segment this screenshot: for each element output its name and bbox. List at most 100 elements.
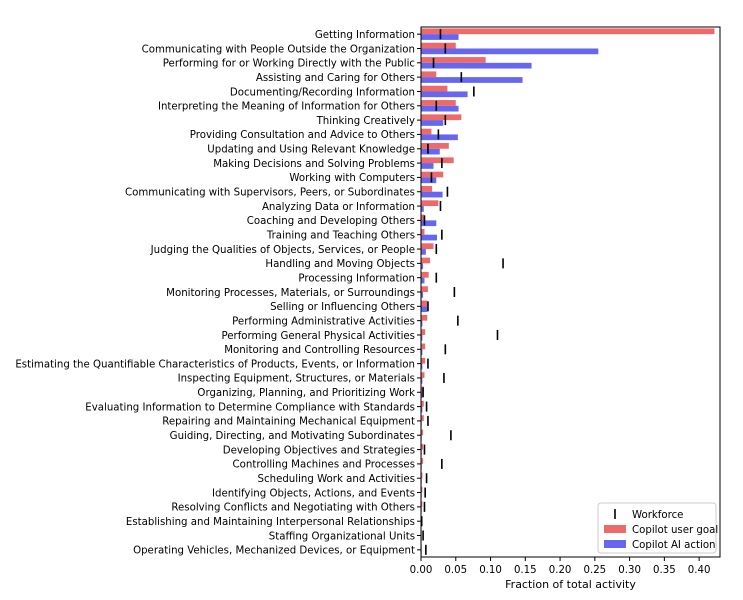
bar-user-goal (421, 429, 424, 436)
x-tick-label: 0.05 (444, 565, 467, 576)
y-tick-label: Developing Objectives and Strategies (223, 445, 415, 456)
y-tick-label: Training and Teaching Others (266, 231, 415, 242)
y-tick-label: Judging the Qualities of Objects, Servic… (150, 245, 415, 256)
y-tick-label: Organizing, Planning, and Prioritizing W… (197, 388, 415, 399)
y-tick-label: Scheduling Work and Activities (258, 474, 415, 485)
bar-user-goal (421, 343, 426, 350)
workforce-markers-group (420, 29, 504, 555)
y-tick-label: Operating Vehicles, Mechanized Devices, … (133, 546, 415, 557)
x-tick-label: 0.20 (549, 565, 572, 576)
bar-ai-action (421, 277, 425, 284)
bar-ai-action (421, 62, 532, 69)
plot-frame (420, 26, 721, 558)
bar-user-goal (421, 443, 424, 450)
bar-ai-action (421, 406, 423, 413)
bar-user-goal (421, 200, 439, 207)
bar-user-goal (421, 472, 423, 479)
bar-ai-action (421, 220, 437, 227)
bar-user-goal (421, 114, 462, 121)
bar-user-goal (421, 300, 428, 307)
bar-user-goal (421, 100, 456, 106)
y-tick-label: Working with Computers (289, 173, 415, 184)
y-tick-label: Documenting/Recording Information (230, 87, 415, 98)
y-tick-label: Inspecting Equipment, Structures, or Mat… (178, 374, 415, 385)
x-tick-label: 0.40 (688, 565, 711, 576)
bar-ai-action (421, 392, 423, 398)
bar-ai-action (421, 91, 468, 98)
bar-user-goal (421, 228, 425, 235)
x-axis-label: Fraction of total activity (505, 578, 636, 591)
y-tick-label: Performing Administrative Activities (232, 316, 415, 327)
bar-ai-action (421, 292, 424, 298)
bar-user-goal (421, 143, 449, 149)
x-tick-label: 0.35 (653, 565, 676, 576)
bars-group (421, 28, 715, 556)
bar-ai-action (421, 191, 443, 198)
bar-ai-action (421, 249, 426, 255)
x-tick-label: 0.10 (479, 565, 502, 576)
y-tick-label: Establishing and Maintaining Interperson… (126, 517, 415, 528)
bar-ai-action (421, 234, 437, 241)
y-tick-label: Monitoring and Controlling Resources (224, 345, 415, 356)
y-tick-label: Updating and Using Relevant Knowledge (207, 145, 415, 156)
y-tick-label: Providing Consultation and Advice to Oth… (190, 130, 415, 141)
bar-ai-action (421, 134, 458, 141)
bar-ai-action (421, 48, 599, 55)
y-tick-label: Evaluating Information to Determine Comp… (85, 402, 415, 413)
y-tick-label: Communicating with People Outside the Or… (142, 44, 415, 55)
y-tick-label: Coaching and Developing Others (247, 216, 415, 227)
y-tick-label: Processing Information (298, 273, 415, 284)
legend-swatch (604, 540, 626, 548)
bar-ai-action (421, 77, 523, 83)
y-tick-label: Handling and Moving Objects (265, 259, 415, 270)
bar-user-goal (421, 57, 486, 63)
y-tick-label: Controlling Machines and Processes (233, 460, 415, 471)
bar-user-goal (421, 71, 437, 78)
bar-ai-action (421, 105, 459, 112)
bar-user-goal (421, 257, 431, 264)
bar-user-goal (421, 214, 425, 221)
bar-ai-action (421, 363, 423, 370)
bar-user-goal (421, 415, 424, 421)
bar-user-goal (421, 458, 424, 464)
x-tick-label: 0.25 (583, 565, 606, 576)
y-tick-label: Resolving Conflicts and Negotiating with… (171, 503, 415, 514)
bar-ai-action (421, 306, 428, 313)
bar-user-goal (421, 372, 425, 378)
y-tick-label: Thinking Creatively (316, 116, 415, 127)
y-tick-label: Monitoring Processes, Materials, or Surr… (166, 288, 415, 299)
bar-user-goal (421, 157, 454, 164)
legend: Workforce Copilot user goal Copilot AI act… (597, 502, 718, 554)
bar-ai-action (421, 120, 444, 126)
y-tick-label: Identifying Objects, Actions, and Events (212, 488, 415, 499)
bar-user-goal (421, 286, 428, 292)
legend-entry-label: Copilot AI action (632, 540, 716, 551)
bar-ai-action (421, 320, 423, 327)
bar-user-goal (421, 28, 715, 35)
bar-user-goal (421, 400, 424, 407)
y-tick-label: Performing General Physical Activities (221, 331, 415, 342)
bar-ai-action (421, 349, 423, 356)
bar-user-goal (421, 271, 429, 278)
y-tick-labels: Getting Information Communicating with Pe… (15, 30, 421, 557)
bar-ai-action (421, 377, 423, 384)
bar-user-goal (421, 85, 448, 92)
bar-user-goal (421, 329, 426, 335)
bar-user-goal (421, 186, 433, 192)
x-tick-label: 0.15 (514, 565, 537, 576)
y-tick-label: Performing for or Working Directly with … (163, 59, 415, 70)
legend-entry-label: Copilot user goal (632, 525, 718, 536)
legend-box (597, 502, 717, 554)
bar-ai-action (421, 177, 437, 184)
bar-user-goal (421, 314, 428, 321)
bar-user-goal (421, 128, 432, 135)
x-tick-label: 0.00 (410, 565, 433, 576)
bar-ai-action (421, 148, 440, 155)
bar-user-goal (421, 357, 426, 364)
bar-user-goal (421, 42, 456, 49)
y-tick-label: Getting Information (315, 30, 415, 41)
y-tick-label: Interpreting the Meaning of Information … (158, 102, 415, 113)
y-tick-label: Repairing and Maintaining Mechanical Equ… (162, 417, 415, 428)
